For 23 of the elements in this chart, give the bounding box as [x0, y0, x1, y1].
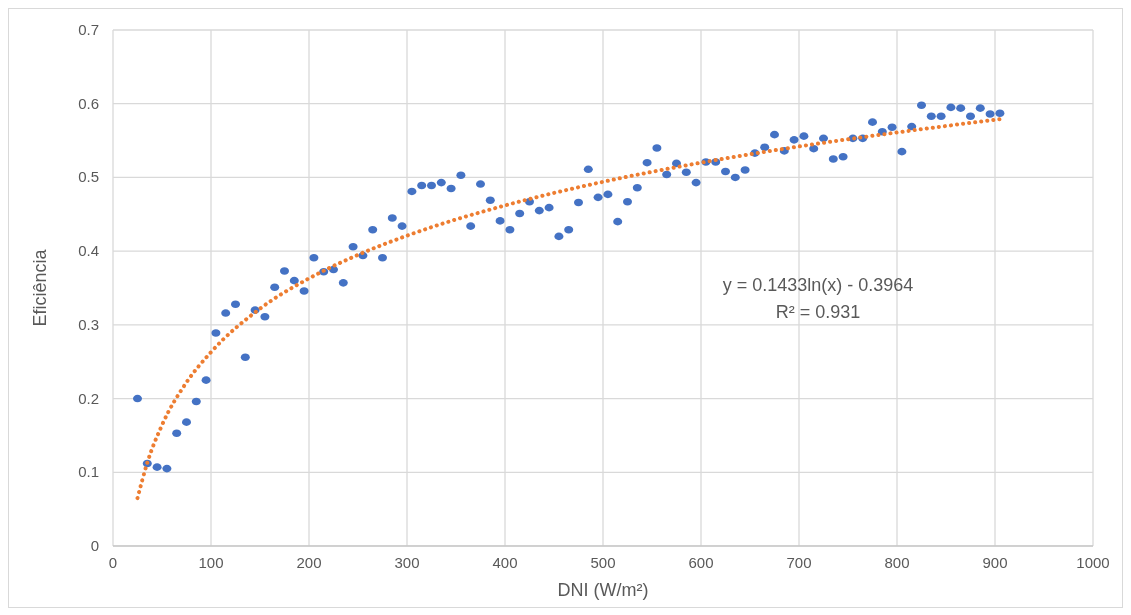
y-axis-title: Eficiência — [30, 248, 50, 327]
y-tick-label: 0.1 — [78, 463, 99, 481]
y-tick-label: 0.4 — [78, 242, 99, 260]
x-axis-title: DNI (W/m²) — [557, 580, 649, 600]
y-tick-label: 0.2 — [78, 389, 99, 407]
annotation: R² = 0.931 — [775, 302, 861, 322]
x-tick-label: 0 — [108, 554, 118, 571]
x-tick-label: 800 — [884, 554, 910, 571]
y-tick-label: 0.5 — [78, 168, 99, 186]
x-tick-label: 300 — [394, 554, 420, 571]
x-tick-label: 700 — [786, 554, 812, 571]
x-tick-label: 100 — [198, 554, 224, 571]
x-tick-label: 1000 — [1076, 554, 1110, 571]
annotation: y = 0.1433ln(x) - 0.3964 — [722, 275, 914, 295]
x-tick-label: 200 — [296, 554, 322, 571]
x-tick-label: 600 — [688, 554, 714, 571]
y-tick-label: 0.6 — [78, 94, 99, 112]
y-tick-label: 0.3 — [78, 315, 99, 333]
x-tick-label: 900 — [982, 554, 1008, 571]
y-tick-label: 0.7 — [78, 21, 99, 38]
x-tick-label: 500 — [590, 554, 616, 571]
x-tick-label: 400 — [492, 554, 518, 571]
y-tick-label: 0 — [90, 537, 99, 554]
